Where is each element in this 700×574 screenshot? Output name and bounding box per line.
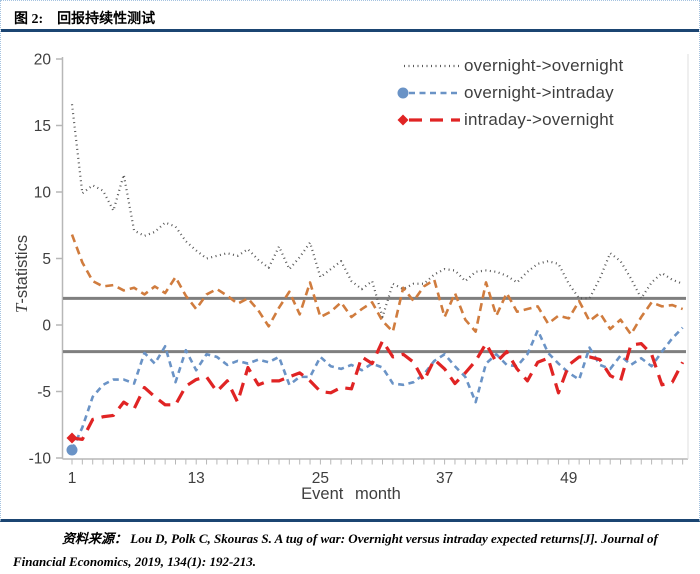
legend-item-overnight-overnight: overnight->overnight xyxy=(394,52,623,79)
x-tick-label: 13 xyxy=(188,470,205,487)
y-tick-label: -10 xyxy=(29,451,52,468)
x-tick-label: 37 xyxy=(436,470,453,487)
chart-legend: overnight->overnight overnight->intraday i… xyxy=(394,52,623,133)
y-tick-label: 15 xyxy=(34,118,51,135)
series-unlabeled-orange xyxy=(70,234,684,336)
figure-box: 图 2: 回报持续性测试 20 15 10 5 0 -5 -10 1 13 25 37 49 T-sta… xyxy=(0,0,700,522)
series-overnight-intraday xyxy=(70,326,684,451)
y-axis-label-rest: -statistics xyxy=(13,234,31,304)
series-overnight-overnight xyxy=(70,104,684,319)
y-tick-label: 0 xyxy=(42,318,51,335)
source-note: 资料来源： Lou D, Polk C, Skouras S. A tug of… xyxy=(0,522,700,574)
x-tick-label: 25 xyxy=(312,470,329,487)
source-note-label: 资料来源： xyxy=(62,531,128,546)
y-tick-label: 20 xyxy=(34,52,52,69)
x-axis-label: Event month xyxy=(301,485,401,503)
y-tick-label: 10 xyxy=(34,185,52,202)
chart-region: 20 15 10 5 0 -5 -10 1 13 25 37 49 T-statistics Even… xyxy=(1,32,699,519)
y-tick-label: -5 xyxy=(37,384,51,401)
series-start-marker-circle xyxy=(66,444,78,456)
series-intraday-overnight xyxy=(71,339,685,441)
x-tick-label: 1 xyxy=(68,470,77,487)
figure-tag: 图 2: xyxy=(14,12,44,27)
legend-label: intraday->overnight xyxy=(464,109,614,129)
source-note-text: Lou D, Polk C, Skouras S. A tug of war: … xyxy=(13,531,658,569)
figure-header: 图 2: 回报持续性测试 xyxy=(1,1,699,32)
series-start-marker-diamond xyxy=(66,432,78,444)
x-tick-label: 49 xyxy=(560,470,577,487)
legend-sample-overnight-overnight xyxy=(404,64,460,67)
figure-title: 回报持续性测试 xyxy=(57,12,156,27)
chart-canvas: 20 15 10 5 0 -5 -10 1 13 25 37 49 xyxy=(29,52,689,487)
y-tick-label: 5 xyxy=(42,251,51,268)
y-axis-label-italic: T xyxy=(12,303,31,314)
legend-sample-intraday-overnight xyxy=(397,114,460,125)
legend-item-overnight-intraday: overnight->intraday xyxy=(394,79,623,106)
legend-label: overnight->intraday xyxy=(464,82,614,102)
legend-label: overnight->overnight xyxy=(464,55,624,75)
legend-item-intraday-overnight: intraday->overnight xyxy=(394,106,623,133)
y-axis-label: T-statistics xyxy=(12,174,32,374)
legend-sample-overnight-intraday xyxy=(397,87,460,98)
